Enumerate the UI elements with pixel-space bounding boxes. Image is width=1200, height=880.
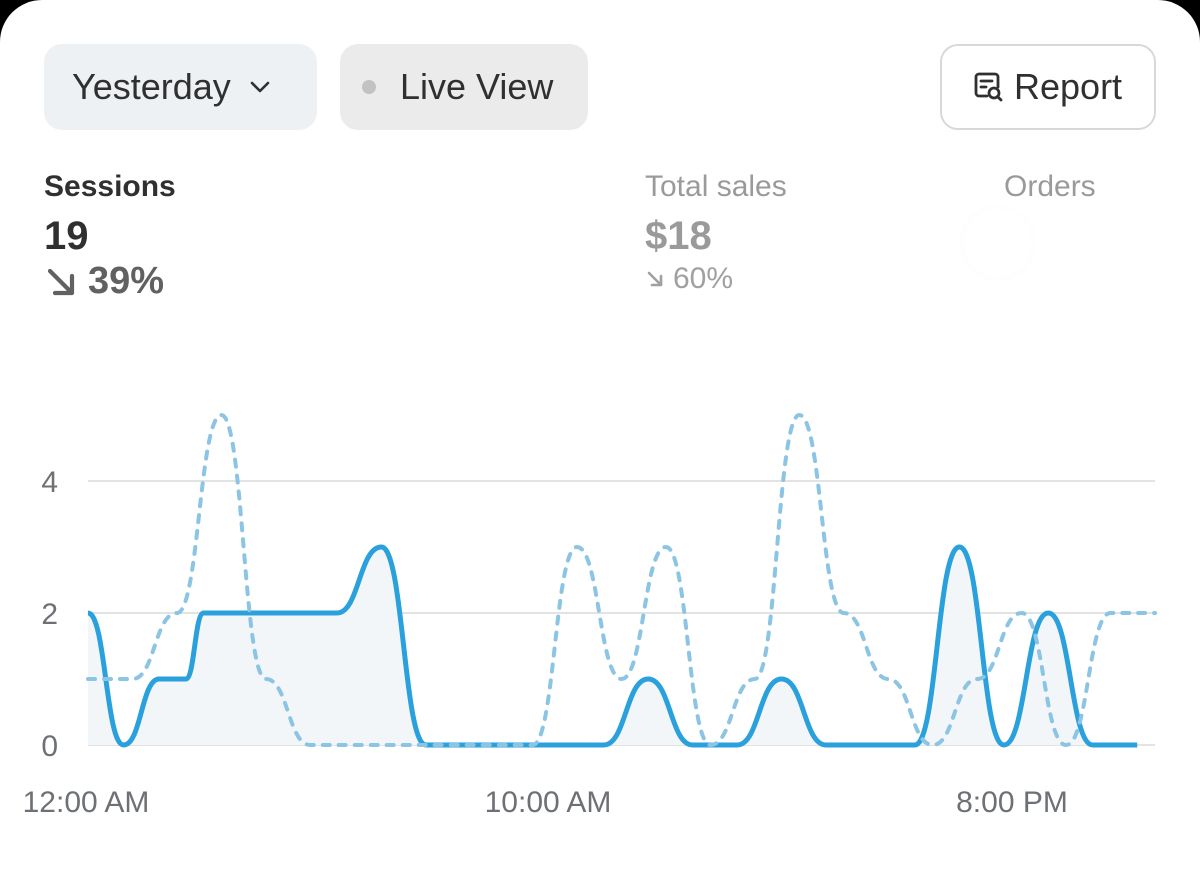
arrow-down-right-icon [47,268,75,295]
metric-change-value: 60% [673,262,734,295]
x-tick-label: 12:00 AM [23,786,150,819]
metric-orders[interactable]: Orders [1004,168,1096,206]
metric-change-value: 39% [88,260,165,302]
date-range-label: Yesterday [72,66,231,107]
metric-change: 60% [645,262,787,296]
metric-value: $18 [645,214,712,258]
metric-label: Sessions [44,170,176,203]
sessions-chart: 0 2 4 12:00 AM 10:00 AM 8:00 PM [23,412,1157,819]
x-tick-label: 10:00 AM [485,786,612,819]
y-tick-label: 4 [41,466,58,499]
chevron-down-icon [250,81,270,93]
arrow-down-right-icon [647,271,663,287]
metric-total-sales[interactable]: Total sales $18 60% [645,168,787,296]
report-button[interactable]: Report [940,44,1156,130]
y-tick-label: 0 [41,730,58,763]
report-search-icon [974,72,1003,102]
report-label: Report [1014,66,1123,107]
date-range-dropdown[interactable]: Yesterday [44,44,317,130]
live-view-button[interactable]: Live View [340,44,588,130]
metric-label: Orders [1004,170,1096,203]
live-status-dot-icon [362,80,376,94]
current-series-line [86,544,1138,748]
current-series-area [88,547,1138,745]
metric-value: 19 [44,214,89,258]
metric-sessions[interactable]: Sessions 19 39% [44,168,176,303]
metric-label: Total sales [645,170,787,203]
loading-spinner-icon [960,205,1036,281]
live-view-label: Live View [400,66,554,107]
metric-change: 39% [44,260,176,303]
x-tick-label: 8:00 PM [956,786,1068,819]
comparison-series-line [86,412,1157,748]
y-tick-label: 2 [41,598,58,631]
